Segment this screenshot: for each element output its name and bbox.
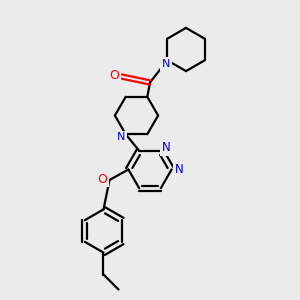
Text: O: O — [109, 69, 119, 82]
Text: O: O — [97, 172, 107, 186]
Text: N: N — [162, 141, 171, 154]
Text: N: N — [117, 132, 125, 142]
Text: N: N — [175, 163, 184, 176]
Text: N: N — [162, 59, 170, 69]
